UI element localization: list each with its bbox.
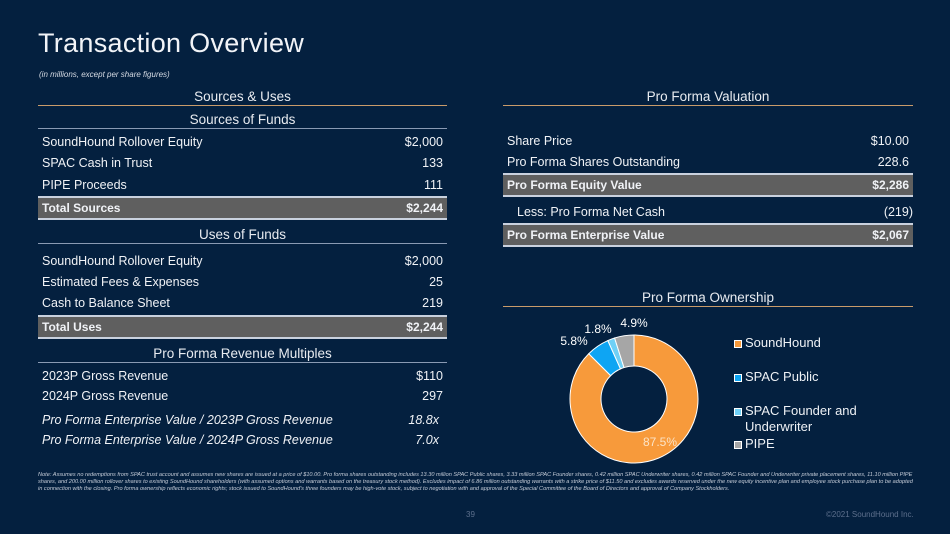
table-row: Cash to Balance Sheet 219: [38, 293, 447, 313]
row-label: Share Price: [507, 134, 573, 148]
donut-slice-soundhound: [569, 334, 699, 464]
equity-value-row: Pro Forma Equity Value $2,286: [503, 173, 913, 197]
sources-of-funds-header: Sources of Funds: [38, 112, 447, 129]
row-value: $2,286: [872, 178, 909, 192]
row-value: $2,000: [404, 135, 443, 149]
row-value: 18.8x: [408, 412, 439, 427]
revenue-multiples-header: Pro Forma Revenue Multiples: [38, 346, 447, 363]
legend-swatch-icon: [734, 441, 742, 449]
row-label: 2023P Gross Revenue: [42, 368, 169, 383]
row-label: SoundHound Rollover Equity: [42, 254, 203, 268]
row-value: 111: [423, 178, 443, 192]
data-label: 1.8%: [584, 322, 612, 336]
row-label: 2024P Gross Revenue: [42, 388, 169, 403]
data-label: 87.5%: [643, 435, 677, 449]
total-uses-row: Total Uses $2,244: [38, 315, 447, 339]
row-value: 297: [422, 388, 443, 403]
row-label: Cash to Balance Sheet: [42, 296, 170, 310]
data-label: 4.9%: [620, 316, 648, 330]
row-value: $2,067: [872, 228, 909, 242]
table-row: Pro Forma Shares Outstanding 228.6: [503, 152, 913, 172]
ownership-header: Pro Forma Ownership: [503, 290, 913, 307]
data-label: 5.8%: [560, 334, 588, 348]
row-label: Estimated Fees & Expenses: [42, 275, 200, 289]
row-label: Pro Forma Shares Outstanding: [507, 155, 680, 169]
legend-swatch-icon: [734, 340, 742, 348]
legend-item: PIPE: [734, 436, 775, 452]
row-value: 25: [429, 275, 443, 289]
row-value: 133: [422, 156, 443, 170]
donut-slice-spac-founder-and-underwriter: [607, 337, 625, 370]
sources-uses-header: Sources & Uses: [38, 89, 447, 106]
valuation-header: Pro Forma Valuation: [503, 89, 913, 106]
row-label: Pro Forma Enterprise Value: [507, 228, 665, 242]
row-label: Total Sources: [42, 201, 121, 215]
table-row: Less: Pro Forma Net Cash (219): [503, 202, 917, 222]
slide-subtitle: (in millions, except per share figures): [39, 70, 170, 79]
legend-label: SPAC Founder and Underwriter: [745, 403, 857, 434]
row-label: SPAC Cash in Trust: [42, 156, 153, 170]
row-value: $10.00: [870, 134, 909, 148]
row-value: $2,244: [406, 320, 443, 334]
table-row: SoundHound Rollover Equity $2,000: [38, 251, 447, 271]
legend-label: SoundHound: [745, 335, 821, 350]
slide-title: Transaction Overview: [38, 28, 305, 58]
uses-of-funds-header: Uses of Funds: [38, 227, 447, 244]
row-value: 228.6: [877, 155, 909, 169]
row-value: $2,000: [404, 254, 443, 268]
row-value: 7.0x: [415, 432, 439, 447]
legend-swatch-icon: [734, 408, 742, 416]
legend-swatch-icon: [734, 374, 742, 382]
enterprise-value-row: Pro Forma Enterprise Value $2,067: [503, 223, 913, 247]
legend-item: SPAC Public: [734, 369, 818, 385]
row-label: SoundHound Rollover Equity: [42, 135, 203, 149]
table-row: Pro Forma Enterprise Value / 2024P Gross…: [38, 430, 443, 449]
legend-label: SPAC Public: [745, 369, 819, 384]
table-row: PIPE Proceeds 111: [38, 175, 447, 195]
row-label: PIPE Proceeds: [42, 178, 127, 192]
table-row: 2024P Gross Revenue 297: [38, 386, 447, 405]
total-sources-row: Total Sources $2,244: [38, 196, 447, 220]
row-value: (219): [883, 205, 913, 219]
legend-item: SPAC Founder and Underwriter: [734, 403, 857, 435]
row-label: Total Uses: [42, 320, 102, 334]
row-value: 219: [422, 296, 443, 310]
legend-label: PIPE: [745, 436, 775, 451]
row-label: Pro Forma Enterprise Value / 2024P Gross…: [42, 432, 333, 447]
table-row: 2023P Gross Revenue $110: [38, 366, 447, 385]
table-row: SPAC Cash in Trust 133: [38, 153, 447, 173]
copyright: ©2021 SoundHound Inc.: [826, 510, 914, 519]
table-row: Share Price $10.00: [503, 131, 913, 151]
row-label: Pro Forma Equity Value: [507, 178, 642, 192]
page-number: 39: [466, 510, 475, 519]
footnote: Note: Assumes no redemptions from SPAC t…: [38, 472, 913, 493]
table-row: SoundHound Rollover Equity $2,000: [38, 132, 447, 152]
row-label: Less: Pro Forma Net Cash: [517, 205, 665, 219]
row-value: $2,244: [406, 201, 443, 215]
table-row: Pro Forma Enterprise Value / 2023P Gross…: [38, 410, 443, 429]
legend-item: SoundHound: [734, 335, 821, 351]
donut-slice-spac-public: [588, 339, 622, 377]
row-label: Pro Forma Enterprise Value / 2023P Gross…: [42, 412, 333, 427]
row-value: $110: [416, 368, 443, 383]
table-row: Estimated Fees & Expenses 25: [38, 272, 447, 292]
donut-slice-pipe: [613, 334, 635, 369]
